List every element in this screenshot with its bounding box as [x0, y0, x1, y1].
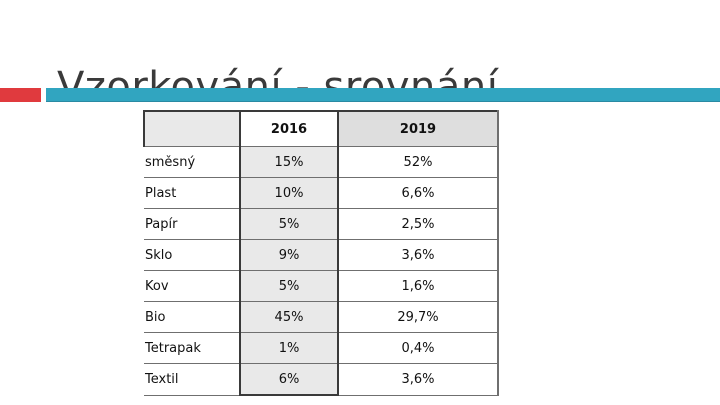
row-category: směsný [144, 146, 240, 178]
row-value-2019: 2,5% [338, 208, 499, 240]
table-row: směsný 15% 52% [144, 146, 499, 178]
row-category: Bio [144, 301, 240, 333]
title-divider-line [46, 101, 720, 102]
table-row: Sklo 9% 3,6% [144, 239, 499, 271]
row-value-2019: 3,6% [338, 239, 499, 271]
table-row: Textil 6% 3,6% [144, 363, 499, 396]
table-row: Kov 5% 1,6% [144, 270, 499, 302]
header-year-2019: 2019 [338, 110, 499, 147]
row-value-2019: 1,6% [338, 270, 499, 302]
row-value-2019: 0,4% [338, 332, 499, 364]
row-value-2016: 6% [239, 363, 339, 396]
row-value-2016: 10% [239, 177, 339, 209]
row-value-2016: 45% [239, 301, 339, 333]
row-value-2019: 29,7% [338, 301, 499, 333]
table-row: Plast 10% 6,6% [144, 177, 499, 209]
row-category: Sklo [144, 239, 240, 271]
table-header-row: 2016 2019 [143, 110, 499, 147]
row-value-2019: 3,6% [338, 363, 499, 396]
row-value-2016: 5% [239, 208, 339, 240]
table-row: Tetrapak 1% 0,4% [144, 332, 499, 364]
row-value-2016: 1% [239, 332, 339, 364]
row-value-2019: 6,6% [338, 177, 499, 209]
row-category: Tetrapak [144, 332, 240, 364]
title-accent-teal-bar [46, 88, 720, 102]
row-value-2016: 15% [239, 146, 339, 178]
sampling-comparison-table: 2016 2019 směsný 15% 52% Plast 10% 6,6% … [143, 110, 499, 396]
row-category: Plast [144, 177, 240, 209]
row-category: Papír [144, 208, 240, 240]
header-category [143, 110, 240, 147]
row-category: Kov [144, 270, 240, 302]
row-value-2016: 9% [239, 239, 339, 271]
title-accent-red-bar [0, 88, 41, 102]
row-category: Textil [144, 363, 240, 396]
row-value-2016: 5% [239, 270, 339, 302]
header-year-2016: 2016 [239, 110, 339, 147]
table-row: Bio 45% 29,7% [144, 301, 499, 333]
slide-title: Vzorkování - srovnání [57, 63, 499, 110]
table-row: Papír 5% 2,5% [144, 208, 499, 240]
row-value-2019: 52% [338, 146, 499, 178]
